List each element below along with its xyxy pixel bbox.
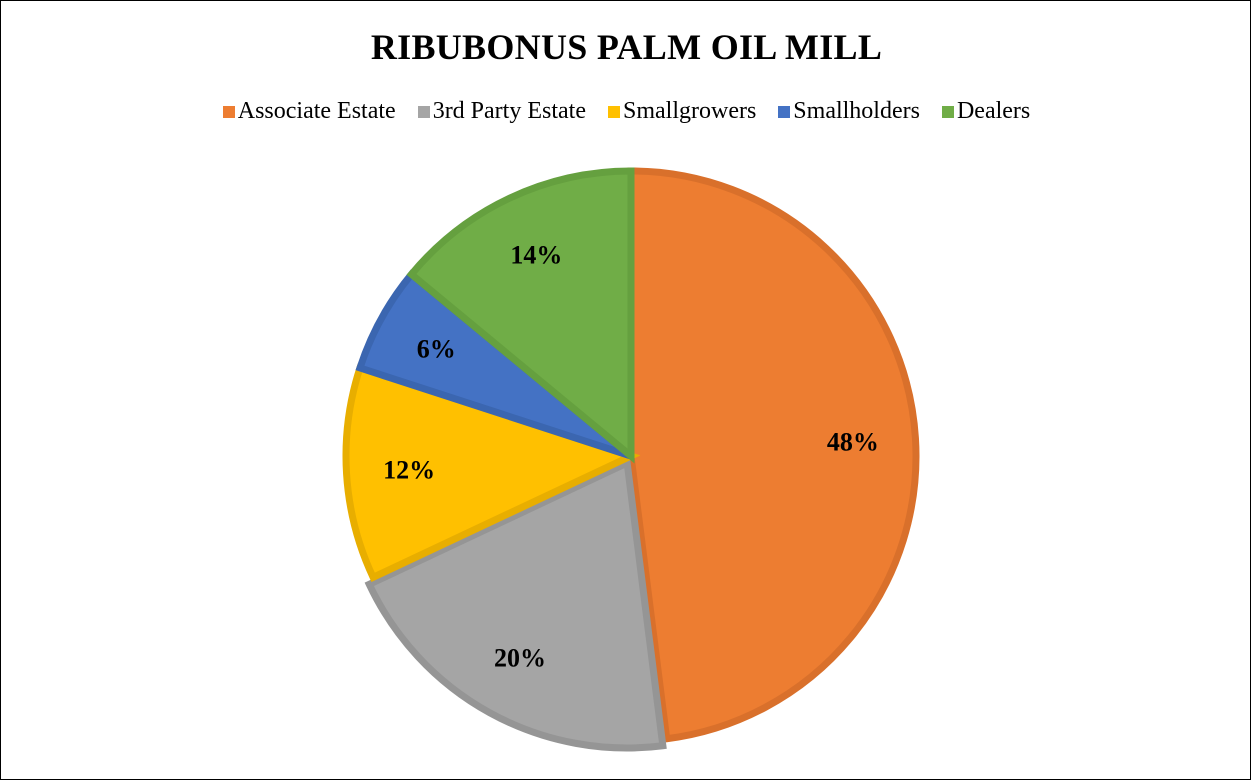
legend-swatch-smallholders (778, 105, 791, 118)
pie-slice-dealers (406, 167, 635, 464)
data-label-smallgrowers: 12% (383, 455, 435, 484)
chart-legend: Associate Estate 3rd Party Estate Smallg… (0, 98, 1253, 125)
data-label-dealers: 14% (510, 240, 562, 269)
pie-slice-associate-estate (627, 167, 920, 743)
legend-swatch-associate-estate (222, 105, 235, 118)
data-label-smallholders: 6% (417, 334, 456, 363)
pie-slice-smallgrowers (342, 363, 641, 583)
legend-item-smallholders: Smallholders (778, 98, 920, 125)
legend-swatch-dealers (941, 105, 954, 118)
legend-label-smallgrowers: Smallgrowers (622, 98, 757, 124)
legend-item-3rd-party-estate: 3rd Party Estate (417, 98, 586, 125)
legend-label-smallholders: Smallholders (793, 98, 920, 124)
legend-label-associate-estate: Associate Estate (237, 98, 396, 124)
pie-slice-3rd-party-estate (364, 457, 667, 752)
legend-item-smallgrowers: Smallgrowers (607, 98, 757, 125)
legend-label-3rd-party-estate: 3rd Party Estate (432, 98, 586, 124)
chart-title: RIBUBONUS PALM OIL MILL (370, 27, 883, 67)
legend-label-dealers: Dealers (956, 98, 1031, 124)
legend-swatch-smallgrowers (607, 105, 620, 118)
data-label-3rd-party-estate: 20% (494, 643, 546, 672)
legend-item-associate-estate: Associate Estate (222, 98, 396, 125)
legend-item-dealers: Dealers (941, 98, 1031, 125)
legend-swatch-3rd-party-estate (417, 105, 430, 118)
data-label-associate-estate: 48% (827, 428, 879, 457)
